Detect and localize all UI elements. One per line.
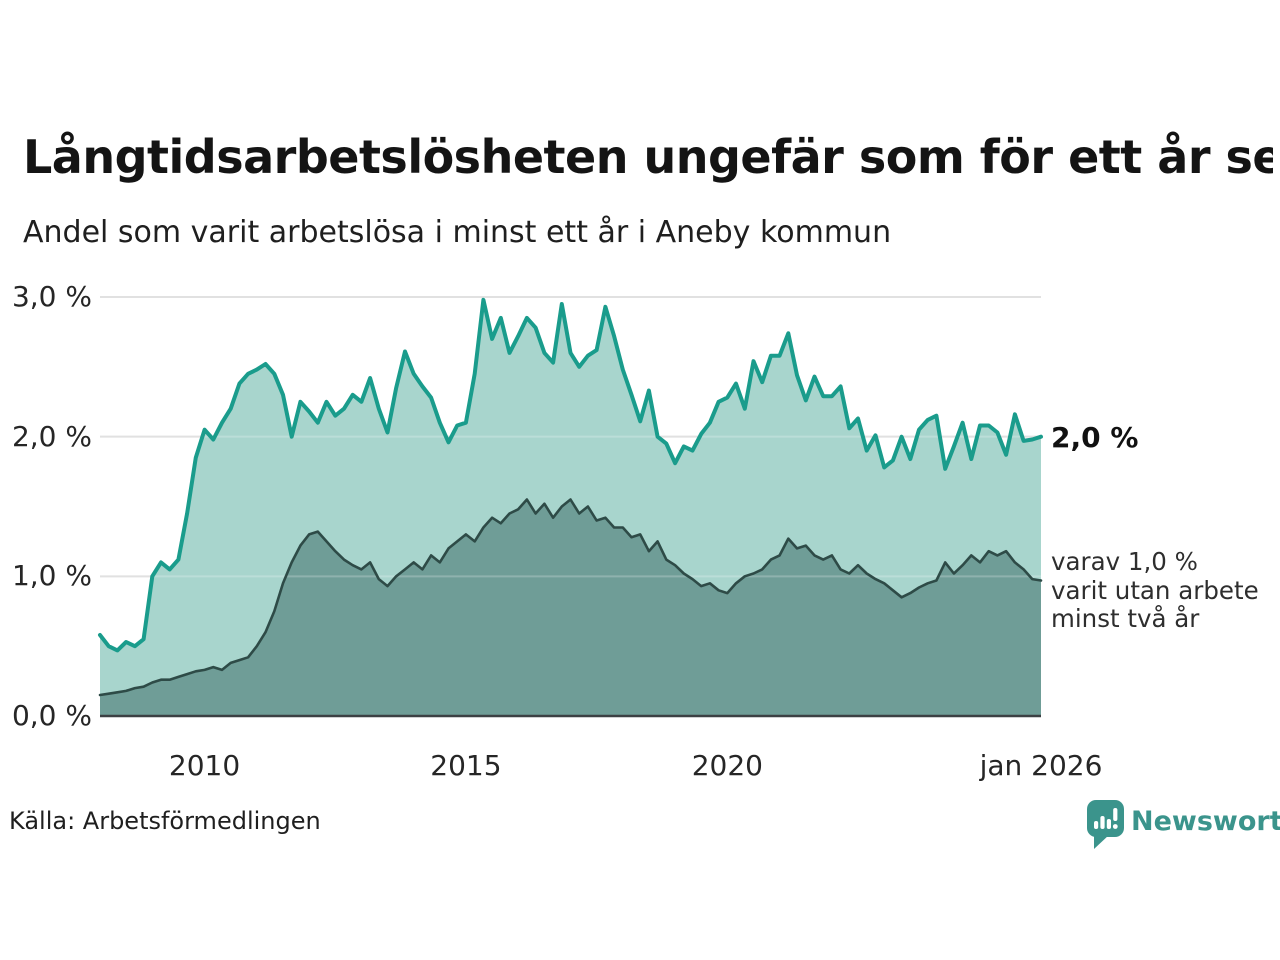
x-tick-2015: 2015 xyxy=(430,749,502,782)
x-tick-2020: 2020 xyxy=(691,749,763,782)
line-two-years-unemployed xyxy=(98,498,1043,697)
two-years-label-line3: minst två år xyxy=(1051,604,1200,633)
newsworthy-wordmark: Newsworthy xyxy=(1131,806,1280,837)
latest-value-two-years-label: varav 1,0 % varit utan arbete minst två … xyxy=(1051,547,1276,634)
source-credit: Källa: Arbetsförmedlingen xyxy=(9,807,321,835)
page-subtitle: Andel som varit arbetslösa i minst ett å… xyxy=(23,215,892,250)
y-tick-1: 1,0 % xyxy=(11,559,92,593)
y-tick-0: 0,0 % xyxy=(11,699,92,732)
latest-value-total-label: 2,0 % xyxy=(1051,421,1139,454)
area-two-years-unemployed xyxy=(100,499,1041,716)
newsworthy-brand: Newsworthy xyxy=(1084,797,1280,853)
newsworthy-logo-icon xyxy=(1087,800,1124,849)
x-tick-2010: 2010 xyxy=(168,749,241,782)
two-years-label-line2: varit utan arbete xyxy=(1051,575,1259,605)
page-title: Långtidsarbetslösheten ungefär som för e… xyxy=(23,130,1273,184)
x-tick-jan-2026: jan 2026 xyxy=(979,749,1103,782)
line-total-unemployed xyxy=(98,297,1043,653)
y-tick-2: 2,0 % xyxy=(11,419,92,453)
gridline-overlay xyxy=(100,296,1041,578)
two-years-label-line1: varav 1,0 % xyxy=(1051,547,1198,576)
y-tick-3: 3,0 % xyxy=(11,280,92,313)
